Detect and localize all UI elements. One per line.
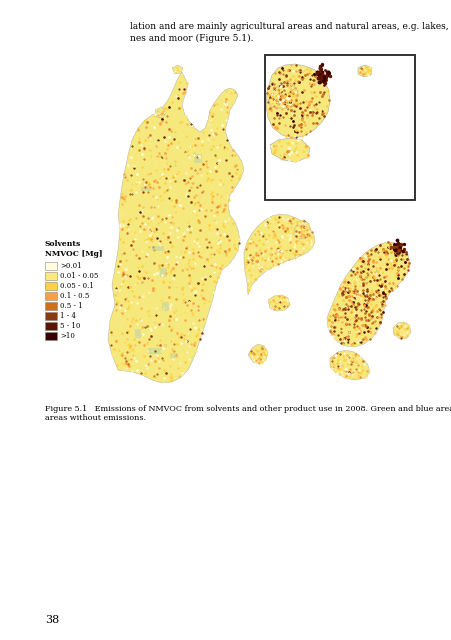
Text: lation and are mainly agricultural areas and natural areas, e.g. lakes, du-: lation and are mainly agricultural areas… [130, 22, 451, 31]
Text: >10: >10 [60, 332, 75, 340]
Bar [264, 55, 414, 200]
Bar [45, 262, 57, 270]
Text: Figure 5.1   Emissions of NMVOC from solvents and other product use in 2008. Gre: Figure 5.1 Emissions of NMVOC from solve… [45, 405, 451, 422]
Text: 38: 38 [45, 615, 59, 625]
Bar [45, 322, 57, 330]
Bar [134, 329, 141, 338]
Bar [100, 50, 414, 395]
Polygon shape [326, 242, 409, 347]
Bar [45, 282, 57, 290]
Polygon shape [267, 83, 297, 108]
Bar [160, 268, 166, 276]
Polygon shape [269, 138, 309, 162]
Polygon shape [155, 107, 166, 118]
Bar [45, 312, 57, 320]
Text: Solvents: Solvents [45, 240, 81, 248]
Bar [147, 348, 162, 354]
Polygon shape [392, 322, 410, 339]
Text: 0.05 - 0.1: 0.05 - 0.1 [60, 282, 94, 290]
Polygon shape [329, 350, 369, 380]
Text: nes and moor (Figure 5.1).: nes and moor (Figure 5.1). [130, 34, 253, 43]
Bar [45, 292, 57, 300]
Text: NMVOC [Mg]: NMVOC [Mg] [45, 250, 102, 258]
Text: 1 - 4: 1 - 4 [60, 312, 76, 320]
Bar [141, 188, 151, 191]
Text: 5 - 10: 5 - 10 [60, 322, 80, 330]
Polygon shape [267, 295, 290, 311]
Bar [161, 302, 169, 311]
Bar [193, 154, 202, 163]
Text: 0.1 - 0.5: 0.1 - 0.5 [60, 292, 89, 300]
Polygon shape [108, 72, 244, 383]
Bar [152, 246, 164, 251]
Polygon shape [244, 214, 314, 295]
Polygon shape [248, 344, 267, 364]
Bar [170, 353, 178, 358]
Polygon shape [293, 220, 309, 239]
Bar [45, 272, 57, 280]
Text: >0.01: >0.01 [60, 262, 82, 270]
Bar [264, 55, 414, 200]
Text: 0.5 - 1: 0.5 - 1 [60, 302, 83, 310]
Polygon shape [357, 65, 371, 77]
Polygon shape [265, 64, 329, 138]
Bar [45, 332, 57, 340]
Polygon shape [172, 65, 183, 74]
Bar [45, 302, 57, 310]
Text: 0.01 - 0.05: 0.01 - 0.05 [60, 272, 98, 280]
